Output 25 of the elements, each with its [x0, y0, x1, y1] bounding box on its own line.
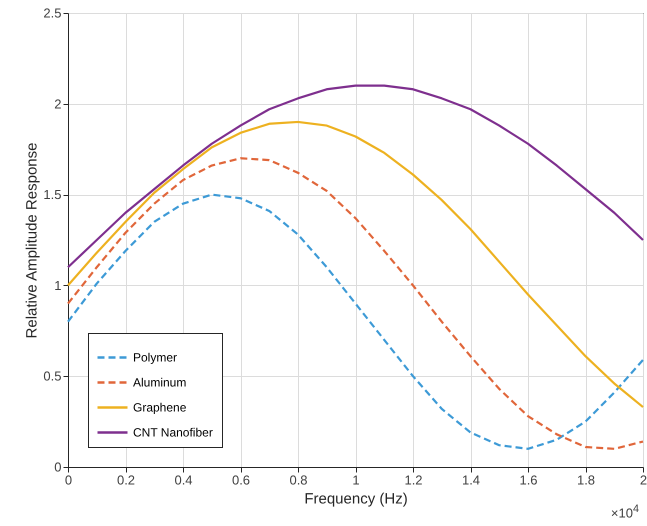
x-tick-label: 0.2: [116, 472, 136, 488]
y-tick-label: 0: [54, 460, 62, 474]
legend-label: CNT Nanofiber: [133, 426, 213, 440]
x-tick-label: 0.6: [232, 472, 250, 488]
y-tick-label: 0.5: [43, 368, 62, 384]
line-series: [66, 84, 644, 268]
legend-label: Graphene: [133, 400, 187, 414]
x-tick-label: 1.4: [462, 472, 480, 488]
y-tick-label: 1: [54, 278, 62, 293]
y-axis-title: Relative Amplitude Response: [23, 142, 40, 338]
legend-label: Polymer: [133, 350, 178, 364]
x-tick-label: 0.8: [289, 472, 308, 488]
y-tick-label: 2.5: [43, 6, 62, 20]
x-tick-label: 0.4: [174, 472, 193, 488]
y-tick-label: 1.5: [43, 187, 62, 202]
y-tick-label: 2: [54, 96, 62, 112]
x-tick-label: 1.8: [576, 472, 596, 488]
text: ×10$^{4}$: [610, 503, 639, 520]
x-tick-label: 1.6: [519, 472, 538, 488]
x-tick-label: 0: [64, 472, 72, 488]
legend-label: Aluminum: [133, 376, 186, 390]
x-tick-label: 1.2: [404, 472, 423, 488]
x-tick-label: 1: [352, 472, 360, 488]
x-tick-label: 2: [640, 472, 647, 488]
x-axis-title: Frequency (Hz): [304, 490, 408, 508]
